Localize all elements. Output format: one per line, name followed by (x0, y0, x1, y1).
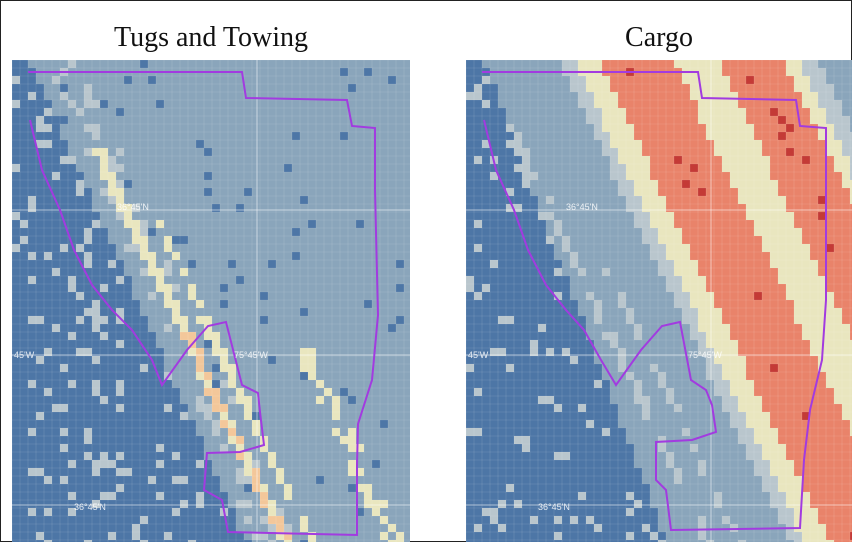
longitude-label: 75°45'W (688, 350, 722, 360)
density-grid-tugs-and-towing: 36°45'N 75°45'W 45'W 36°45'N (12, 60, 410, 542)
panel-title-cargo: Cargo (625, 22, 693, 53)
map-panel-cargo[interactable]: 36°45'N 75°45'W 45'W 36°45'N (466, 60, 852, 542)
latitude-label: 36°45'N (117, 202, 149, 212)
panel-title-tugs-and-towing: Tugs and Towing (113, 22, 309, 53)
latitude-label-bottom: 36°45'N (538, 502, 570, 512)
map-panel-tugs-and-towing[interactable]: 36°45'N 75°45'W 45'W 36°45'N (12, 60, 410, 542)
latitude-label: 36°45'N (566, 202, 598, 212)
longitude-label-edge: 45'W (14, 350, 35, 360)
wind-energy-area-boundary (482, 71, 827, 532)
density-grid-cargo: 36°45'N 75°45'W 45'W 36°45'N (466, 60, 852, 542)
longitude-label-edge: 45'W (468, 350, 489, 360)
wind-energy-area-boundary (28, 71, 380, 537)
longitude-label: 75°45'W (234, 350, 268, 360)
latitude-label-bottom: 36°45'N (74, 502, 106, 512)
